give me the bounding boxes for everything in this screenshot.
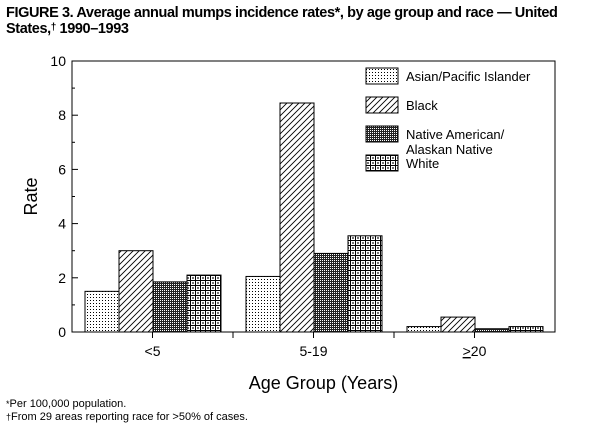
legend: Asian/Pacific Islander Black Native Americ…	[365, 67, 531, 172]
x-tick-label-symbol: >	[463, 343, 471, 359]
legend-label-line: Black	[406, 98, 438, 113]
bar	[279, 102, 315, 333]
y-tick-label: 6	[58, 161, 66, 177]
legend-label: Black	[406, 98, 438, 113]
legend-swatch	[365, 154, 399, 172]
bar	[508, 326, 544, 333]
footnote-1: *Per 100,000 population.	[6, 398, 126, 411]
bars	[84, 102, 544, 333]
axes: 0 2 4 6 8 10 Rate Age Group (Years) <5 5-19 >20	[21, 53, 556, 393]
y-tick-label: 8	[58, 107, 66, 123]
x-axis-label: Age Group (Years)	[249, 373, 398, 393]
footnote-2-text: From 29 areas reporting race for >50% of…	[11, 411, 248, 423]
title-line-1: FIGURE 3. Average annual mumps incidence…	[6, 5, 558, 21]
bar	[313, 252, 349, 333]
bar	[474, 328, 510, 333]
y-axis-label: Rate	[21, 177, 41, 215]
x-tick-label-value: 20	[471, 343, 487, 359]
y-tick-label: 4	[58, 216, 66, 232]
x-tick-label: 5-19	[299, 343, 327, 359]
x-tick-label: <5	[145, 343, 161, 359]
legend-label: Native American/Alaskan Native	[406, 127, 505, 157]
legend-label-line: Native American/	[406, 127, 505, 142]
bar	[118, 250, 154, 333]
bar	[152, 281, 188, 333]
legend-label-line: White	[406, 156, 439, 171]
footnote-2: †From 29 areas reporting race for >50% o…	[6, 411, 248, 424]
legend-swatch	[365, 125, 399, 143]
title-line-2: States,† 1990–1993	[6, 21, 591, 37]
footnote-2-mark: †	[6, 412, 12, 422]
legend-swatch	[365, 67, 399, 85]
y-tick-label: 0	[58, 324, 66, 340]
figure-title: FIGURE 3. Average annual mumps incidence…	[6, 5, 591, 37]
title-line-2-suffix: 1990–1993	[55, 21, 129, 37]
footnote-1-text: Per 100,000 population.	[9, 398, 127, 410]
y-tick-label: 2	[58, 270, 66, 286]
legend-label: Asian/Pacific Islander	[406, 69, 531, 84]
bar	[406, 326, 442, 333]
bar	[84, 290, 120, 333]
bar	[347, 235, 383, 333]
x-tick-label: >20	[463, 343, 487, 359]
legend-label-line: Asian/Pacific Islander	[406, 69, 531, 84]
bar	[440, 316, 476, 333]
footnote-1-mark: *	[6, 399, 10, 409]
legend-label: White	[406, 156, 439, 171]
bar	[245, 275, 281, 333]
title-dagger-mark: †	[50, 22, 57, 33]
y-tick-label: 10	[50, 53, 66, 69]
bar	[186, 274, 222, 333]
legend-swatch	[365, 96, 399, 114]
title-line-2-prefix: States,	[6, 21, 51, 37]
legend-label-line: Alaskan Native	[406, 142, 493, 157]
